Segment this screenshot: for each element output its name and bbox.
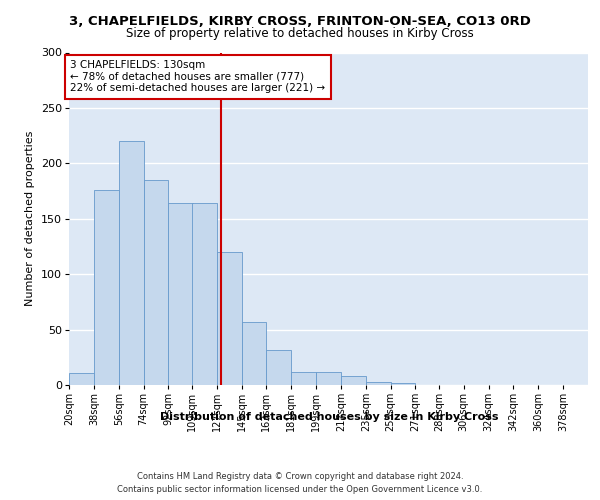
Bar [69,373,94,385]
Text: Distribution of detached houses by size in Kirby Cross: Distribution of detached houses by size … [160,412,498,422]
Text: 3, CHAPELFIELDS, KIRBY CROSS, FRINTON-ON-SEA, CO13 0RD: 3, CHAPELFIELDS, KIRBY CROSS, FRINTON-ON… [69,15,531,28]
Bar [94,190,119,385]
Bar [242,322,266,385]
Bar [391,383,415,385]
Bar [316,372,341,385]
Text: Contains HM Land Registry data © Crown copyright and database right 2024.
Contai: Contains HM Land Registry data © Crown c… [118,472,482,494]
Bar [217,252,242,385]
Bar [266,350,291,385]
Text: Size of property relative to detached houses in Kirby Cross: Size of property relative to detached ho… [126,28,474,40]
Y-axis label: Number of detached properties: Number of detached properties [25,131,35,306]
Text: 3 CHAPELFIELDS: 130sqm
← 78% of detached houses are smaller (777)
22% of semi-de: 3 CHAPELFIELDS: 130sqm ← 78% of detached… [70,60,326,94]
Bar [169,203,193,385]
Bar [192,203,217,385]
Bar [143,180,169,385]
Bar [341,376,366,385]
Bar [119,141,143,385]
Bar [291,372,316,385]
Bar [366,382,391,385]
